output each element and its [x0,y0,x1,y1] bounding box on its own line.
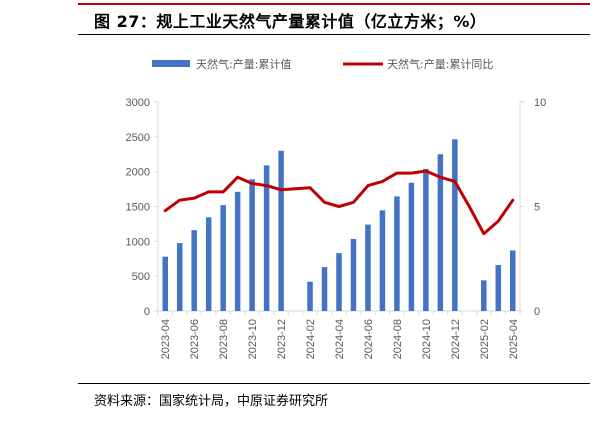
bar [249,179,255,311]
y-left-tick-label: 1000 [126,236,150,248]
bar [350,238,357,311]
x-tick-label: 2024-04 [334,319,346,359]
bar [336,253,342,311]
x-tick-label: 2024-02 [305,319,317,359]
bar [220,205,226,311]
y-left-tick-label: 0 [144,306,150,318]
x-tick-label: 2023-12 [276,319,288,359]
bar [176,243,183,311]
top-red-rule [78,3,590,5]
bar [234,191,241,311]
legend-bar-label: 天然气:产量:累计值 [196,57,291,71]
bar [365,224,371,311]
legend-bar-swatch [152,60,190,67]
yoy-line [163,169,515,236]
bar [481,280,487,311]
source-note: 资料来源：国家统计局，中原证券研究所 [94,394,329,409]
bar [278,150,284,311]
y-left-tick-label: 500 [132,271,150,283]
legend-line-label: 天然气:产量:累计同比 [387,57,493,71]
x-tick-label: 2023-06 [189,319,201,359]
bar [321,267,328,311]
bar [162,256,168,311]
x-tick-label: 2025-02 [479,319,491,359]
y-left-tick-label: 1500 [126,202,150,214]
bar [452,139,458,311]
bar [379,210,386,311]
bar [408,182,415,311]
bar [510,250,516,311]
x-tick-label: 2023-08 [218,319,230,359]
bottom-rule [78,383,590,384]
bar [423,168,429,311]
x-tick-label: 2023-10 [247,319,259,359]
y-right-tick-label: 5 [534,202,540,214]
title-underline [78,34,590,35]
bar [263,165,270,311]
y-left-tick-label: 3000 [126,97,150,109]
bar [495,265,502,311]
bar [205,217,212,311]
bar [307,281,313,311]
x-tick-label: 2024-08 [392,319,404,359]
bar [437,154,444,311]
y-left-tick-label: 2000 [126,167,150,179]
x-tick-label: 2024-10 [421,319,433,359]
x-tick-label: 2025-04 [508,319,520,359]
figure-title: 图 27：规上工业天然气产量累计值（亿立方米；%） [94,12,487,31]
x-tick-label: 2024-12 [450,319,462,359]
bar [394,196,400,311]
bar [191,230,197,311]
y-right-tick-label: 10 [534,97,546,109]
y-right-tick-label: 0 [534,306,540,318]
x-tick-label: 2023-04 [160,319,172,359]
y-left-tick-label: 2500 [126,132,150,144]
x-tick-label: 2024-06 [363,319,375,359]
